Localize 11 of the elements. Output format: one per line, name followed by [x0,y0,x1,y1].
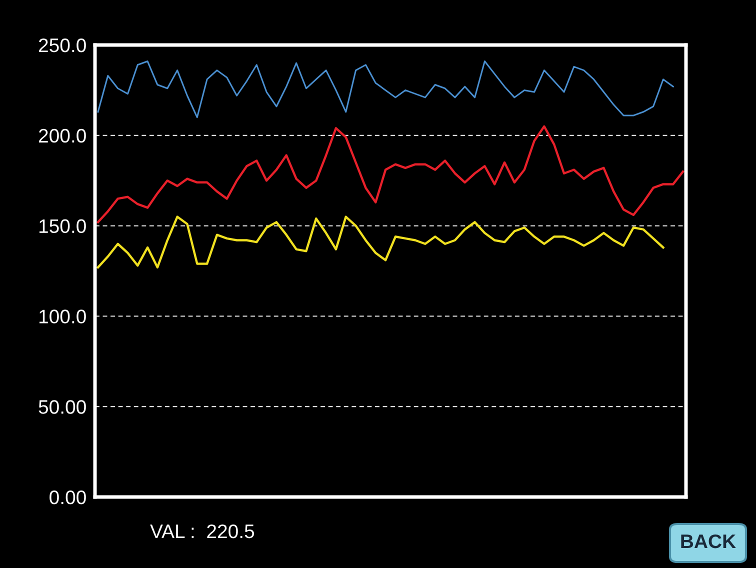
line-series [96,216,664,268]
text: VAL : 220.5 [150,524,254,538]
y-tick-label: 0.00 [50,490,86,504]
line-series [97,60,674,118]
y-tick-label: 200.0 [38,128,86,143]
y-tick-label: 50.00 [38,400,86,414]
y-tick-label: 150.0 [39,219,86,234]
line-series [96,125,684,224]
y-tick-label: 250.0 [38,38,86,52]
text: BACK [681,534,736,548]
y-tick-label: 100.0 [39,310,86,324]
